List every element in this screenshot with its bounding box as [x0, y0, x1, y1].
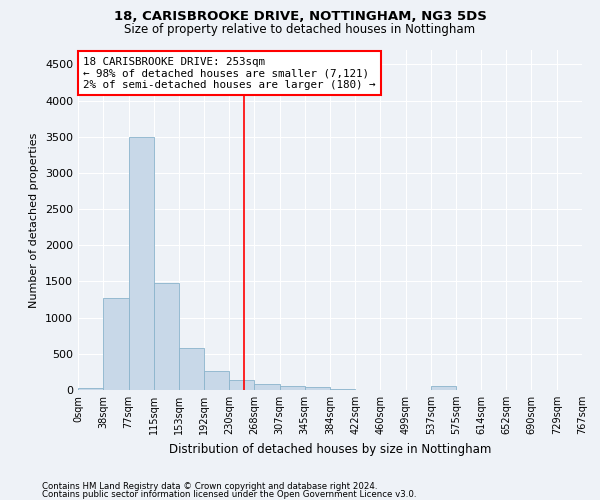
Bar — [229, 380, 254, 390]
Y-axis label: Number of detached properties: Number of detached properties — [29, 132, 40, 308]
Bar — [78, 388, 103, 390]
Bar — [179, 348, 204, 390]
Text: Contains public sector information licensed under the Open Government Licence v3: Contains public sector information licen… — [42, 490, 416, 499]
Bar — [431, 386, 456, 390]
Bar — [128, 137, 154, 390]
Bar — [103, 298, 128, 390]
Text: Contains HM Land Registry data © Crown copyright and database right 2024.: Contains HM Land Registry data © Crown c… — [42, 482, 377, 491]
Bar — [280, 386, 305, 390]
X-axis label: Distribution of detached houses by size in Nottingham: Distribution of detached houses by size … — [169, 442, 491, 456]
Text: Size of property relative to detached houses in Nottingham: Size of property relative to detached ho… — [124, 22, 476, 36]
Text: 18, CARISBROOKE DRIVE, NOTTINGHAM, NG3 5DS: 18, CARISBROOKE DRIVE, NOTTINGHAM, NG3 5… — [113, 10, 487, 23]
Bar — [254, 384, 280, 390]
Text: 18 CARISBROOKE DRIVE: 253sqm
← 98% of detached houses are smaller (7,121)
2% of : 18 CARISBROOKE DRIVE: 253sqm ← 98% of de… — [83, 57, 376, 90]
Bar — [204, 371, 229, 390]
Bar — [305, 388, 331, 390]
Bar — [154, 283, 179, 390]
